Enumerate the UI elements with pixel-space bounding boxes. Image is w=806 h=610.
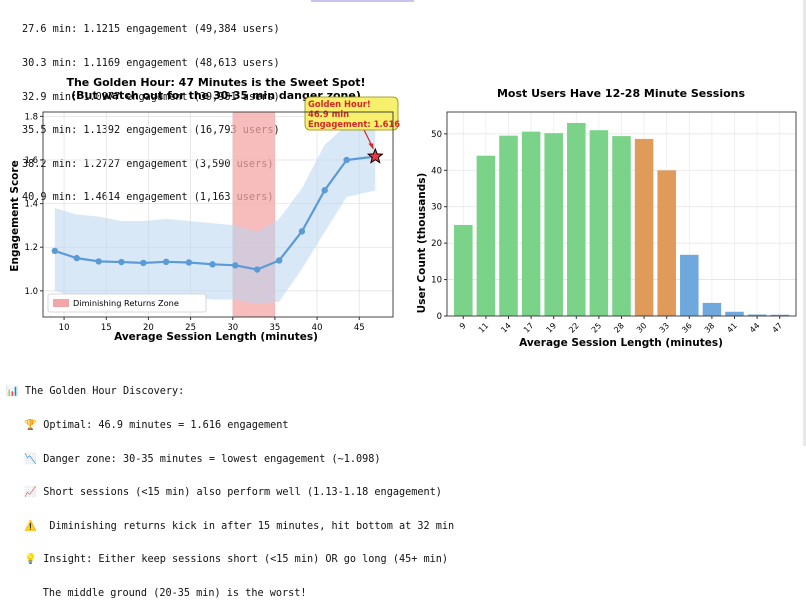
bar <box>725 311 744 316</box>
bar <box>747 314 767 316</box>
chart-title: The Golden Hour: 47 Minutes is the Sweet… <box>66 76 365 89</box>
console-line: 🏆 Optimal: 46.9 minutes = 1.616 engageme… <box>6 420 289 432</box>
x-tick-label: 10 <box>59 323 70 333</box>
console-line: 32.9 min: 1.0977 engagement (39,981 user… <box>22 91 280 103</box>
bar <box>702 302 722 316</box>
y-tick-label: 1.8 <box>24 112 38 122</box>
scrollbar-track[interactable] <box>803 0 806 446</box>
console-line: 30.3 min: 1.1169 engagement (48,613 user… <box>22 58 280 70</box>
bar <box>454 224 473 316</box>
y-axis-label: Engagement Score <box>9 160 21 271</box>
bar <box>567 122 586 316</box>
y-tick-label: 30 <box>431 203 442 213</box>
x-tick-label: 36 <box>680 321 694 335</box>
bar <box>657 170 676 316</box>
x-axis-label: Average Session Length (minutes) <box>519 337 723 349</box>
console-line: 📊 The Golden Hour Discovery: <box>6 386 185 398</box>
x-tick-label: 30 <box>227 323 238 333</box>
data-point <box>232 262 239 269</box>
callout-arrow-head <box>368 143 374 150</box>
console-line: 📉 Danger zone: 30-35 minutes = lowest en… <box>6 453 381 465</box>
y-tick-label: 1.2 <box>24 243 38 253</box>
x-tick-label: 45 <box>354 323 365 333</box>
chart-subtitle: (But watch out for the 30-35 min danger … <box>71 89 361 102</box>
plot-frame <box>42 111 394 318</box>
x-tick-label: 17 <box>522 321 536 335</box>
bar <box>589 130 609 316</box>
console-output-bottom: 📊 The Golden Hour Discovery: 🏆 Optimal: … <box>6 364 454 610</box>
data-point <box>162 258 170 266</box>
data-point <box>298 228 306 235</box>
callout-text: Golden Hour! <box>308 99 371 109</box>
x-tick-label: 40 <box>312 323 323 333</box>
data-point <box>275 257 283 264</box>
console-line: 📈 Short sessions (<15 min) also perform … <box>6 487 442 499</box>
x-tick-label: 22 <box>567 321 581 335</box>
x-tick-label: 19 <box>545 321 559 335</box>
x-axis-label: Average Session Length (minutes) <box>114 331 318 343</box>
x-tick-label: 38 <box>703 321 717 335</box>
x-tick-label: 44 <box>748 321 762 335</box>
y-tick-label: 20 <box>431 239 442 249</box>
data-point <box>254 266 261 273</box>
bar <box>476 155 496 316</box>
bar <box>521 131 541 316</box>
y-axis-label: User Count (thousands) <box>416 173 428 314</box>
x-tick-label: 30 <box>635 321 649 335</box>
bar <box>499 135 518 316</box>
bar <box>634 138 654 316</box>
x-tick-label: 20 <box>143 323 154 333</box>
x-tick-label: 9 <box>458 321 468 331</box>
legend-box <box>47 293 207 313</box>
data-point <box>140 259 147 267</box>
x-tick-label: 33 <box>658 321 672 335</box>
x-tick-label: 15 <box>101 323 112 333</box>
x-tick-label: 25 <box>185 323 196 333</box>
chart-title: Most Users Have 12-28 Minute Sessions <box>497 87 746 100</box>
bar <box>612 136 631 316</box>
user-count-bar-chart: Most Users Have 12-28 Minute Sessions Av… <box>416 87 797 349</box>
callout-box <box>304 96 399 131</box>
data-point <box>343 156 350 164</box>
data-point <box>321 187 328 194</box>
y-tick-label: 0 <box>437 312 442 322</box>
callout-text: Engagement: 1.616 <box>308 119 400 129</box>
y-tick-label: 10 <box>431 276 442 286</box>
legend-label: Diminishing Returns Zone <box>73 298 179 308</box>
console-line: ⚠️ Diminishing returns kick in after 15 … <box>6 520 455 532</box>
x-tick-label: 11 <box>477 321 491 335</box>
x-tick-label: 14 <box>499 321 513 335</box>
bar <box>680 254 699 316</box>
data-point <box>51 247 59 255</box>
optimum-star-marker <box>366 147 384 164</box>
legend-swatch <box>53 299 69 307</box>
x-tick-label: 47 <box>771 321 785 335</box>
x-tick-label: 41 <box>725 321 739 335</box>
callout-text: 46.9 min <box>308 109 349 119</box>
console-line: 💡 Insight: Either keep sessions short (<… <box>6 554 449 566</box>
y-tick-label: 50 <box>431 130 442 140</box>
x-tick-label: 25 <box>590 321 604 335</box>
y-tick-label: 1.0 <box>24 287 38 297</box>
data-point <box>209 261 216 268</box>
bar <box>544 133 563 316</box>
confidence-band <box>54 118 376 304</box>
console-line: 27.6 min: 1.1215 engagement (49,384 user… <box>22 24 280 36</box>
engagement-line-chart: The Golden Hour: 47 Minutes is the Sweet… <box>9 76 400 343</box>
y-tick-label: 1.4 <box>24 200 38 210</box>
data-point <box>73 254 80 262</box>
data-point <box>95 258 102 265</box>
x-tick-label: 28 <box>612 321 626 335</box>
y-tick-label: 40 <box>431 166 442 176</box>
top-accent-bar <box>311 0 414 2</box>
y-tick-label: 1.6 <box>24 156 38 166</box>
x-tick-label: 35 <box>270 323 281 333</box>
data-point <box>185 259 193 266</box>
bar <box>770 314 789 316</box>
data-point <box>118 258 125 266</box>
console-line: The middle ground (20-35 min) is the wor… <box>6 588 307 600</box>
